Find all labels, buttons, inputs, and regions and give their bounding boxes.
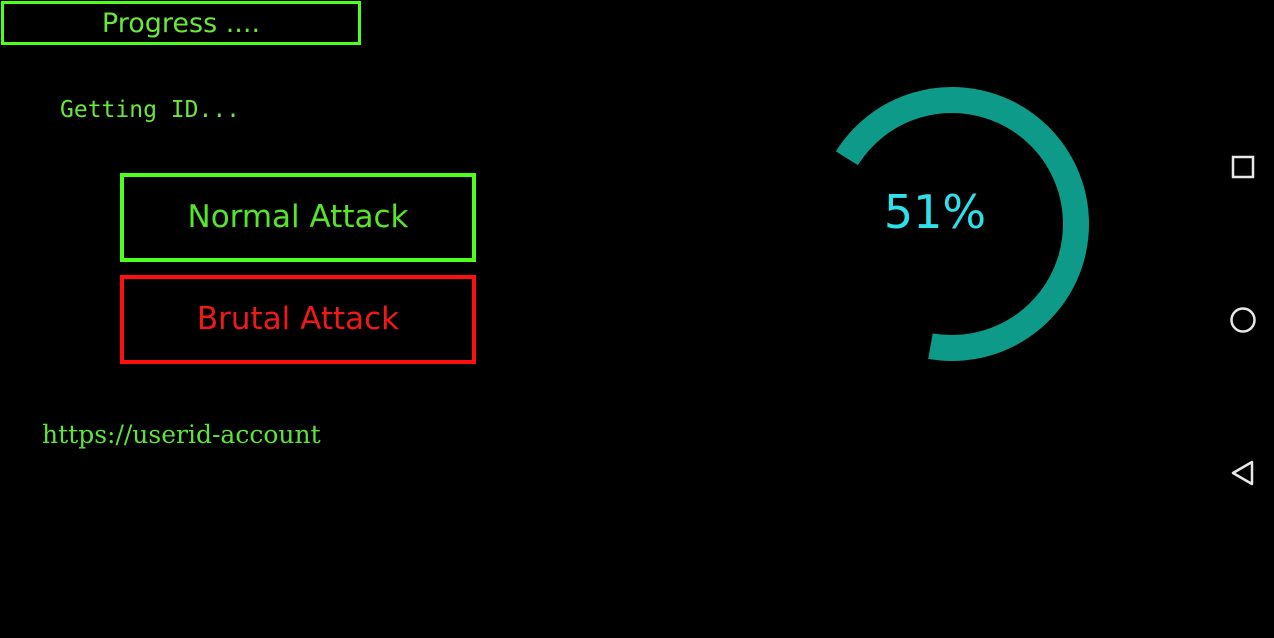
brutal-attack-button[interactable]: Brutal Attack (120, 275, 476, 364)
back-button[interactable] (1222, 452, 1264, 494)
progress-arc (835, 87, 1089, 361)
progress-title: Progress .... (101, 8, 261, 39)
home-icon (1230, 307, 1256, 333)
back-icon (1231, 460, 1254, 486)
progress-percent: 51% (883, 185, 987, 239)
status-text: Getting ID... (60, 97, 241, 123)
url-text: https://userid-account (42, 420, 321, 449)
normal-attack-button[interactable]: Normal Attack (120, 173, 476, 262)
brutal-attack-label: Brutal Attack (196, 301, 400, 337)
progress-title-box: Progress .... (1, 1, 361, 45)
normal-attack-label: Normal Attack (187, 199, 409, 235)
home-button[interactable] (1222, 299, 1264, 341)
progress-ring (835, 87, 1089, 361)
recents-button[interactable] (1222, 146, 1264, 188)
recents-icon (1231, 155, 1255, 179)
